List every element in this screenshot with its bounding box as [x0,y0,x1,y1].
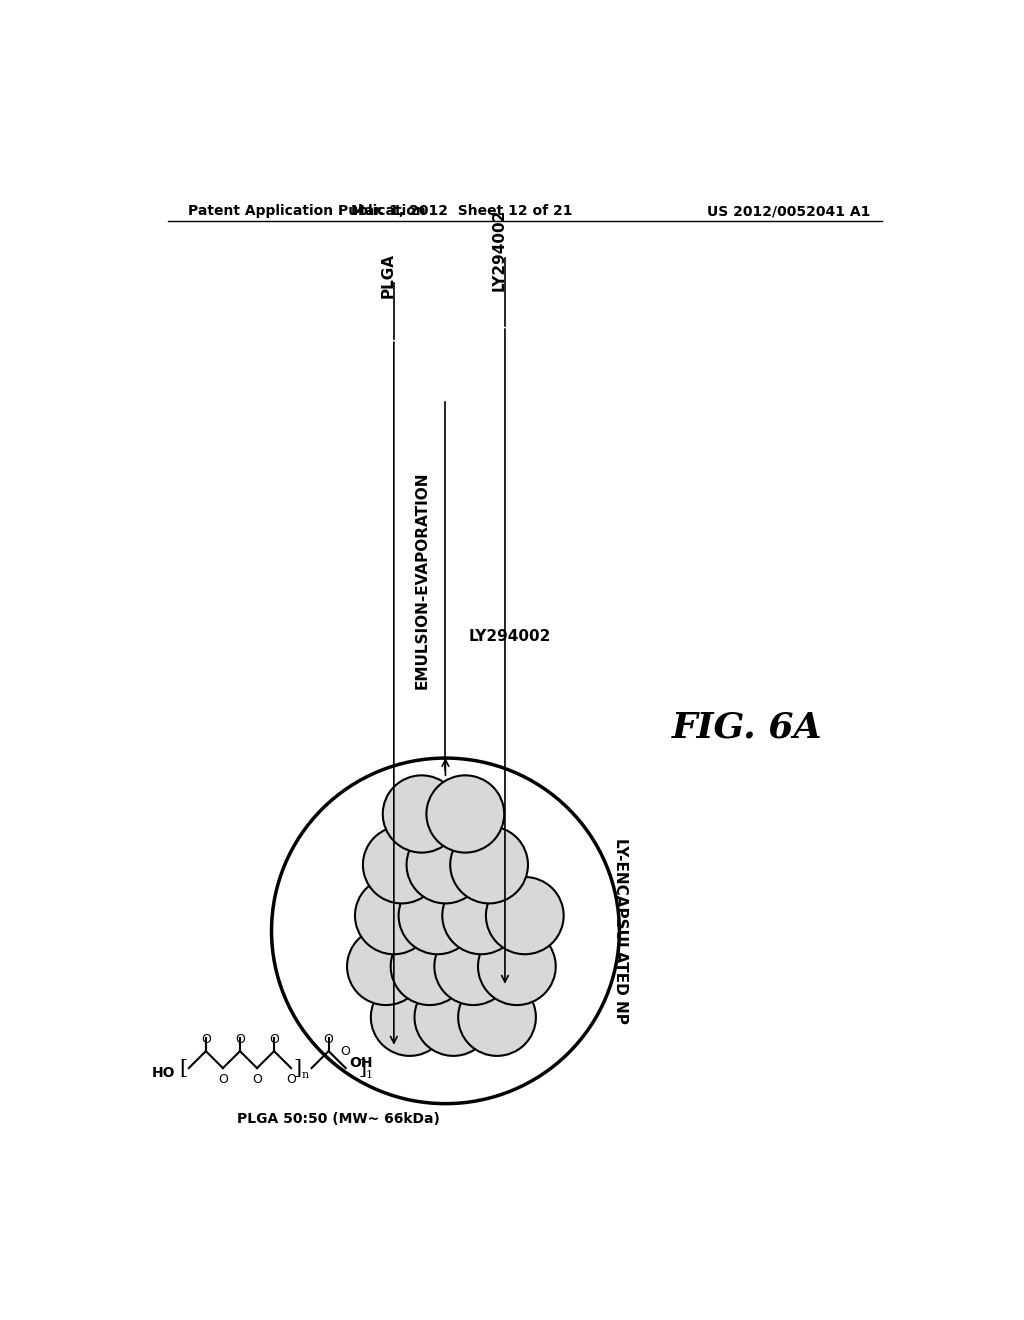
Text: ]: ] [294,1059,302,1077]
Circle shape [434,928,512,1005]
Text: O: O [324,1032,334,1045]
Circle shape [478,928,556,1005]
Text: O: O [201,1032,211,1045]
Text: O: O [218,1073,228,1086]
Circle shape [347,928,425,1005]
Text: EMULSION-EVAPORATION: EMULSION-EVAPORATION [414,471,429,689]
Circle shape [383,775,461,853]
Text: n: n [301,1069,308,1080]
Text: Mar. 1, 2012  Sheet 12 of 21: Mar. 1, 2012 Sheet 12 of 21 [350,205,572,218]
Circle shape [486,876,563,954]
Circle shape [415,978,493,1056]
Circle shape [458,978,536,1056]
Text: O: O [252,1073,262,1086]
Text: PLGA: PLGA [380,253,395,298]
Circle shape [371,978,449,1056]
Circle shape [407,826,484,903]
Text: PLGA 50:50 (MW~ 66kDa): PLGA 50:50 (MW~ 66kDa) [237,1111,439,1126]
Circle shape [362,826,440,903]
Text: [: [ [179,1059,187,1077]
Text: ]: ] [358,1059,367,1077]
Text: LY294002: LY294002 [492,209,506,292]
Text: US 2012/0052041 A1: US 2012/0052041 A1 [707,205,870,218]
Circle shape [391,928,468,1005]
Text: OH: OH [349,1056,373,1071]
Text: Patent Application Publication: Patent Application Publication [187,205,425,218]
Text: O: O [286,1073,296,1086]
Circle shape [398,876,476,954]
Text: HO: HO [152,1067,175,1080]
Circle shape [442,876,520,954]
Text: O: O [269,1032,279,1045]
Text: LY294002: LY294002 [469,628,552,644]
Circle shape [451,826,528,903]
Circle shape [355,876,433,954]
Text: O: O [341,1044,350,1057]
Text: 1: 1 [366,1069,373,1080]
Text: O: O [236,1032,245,1045]
Circle shape [426,775,504,853]
Text: FIG. 6A: FIG. 6A [672,710,822,744]
Text: LY-ENCAPSULATED NP: LY-ENCAPSULATED NP [612,838,628,1024]
